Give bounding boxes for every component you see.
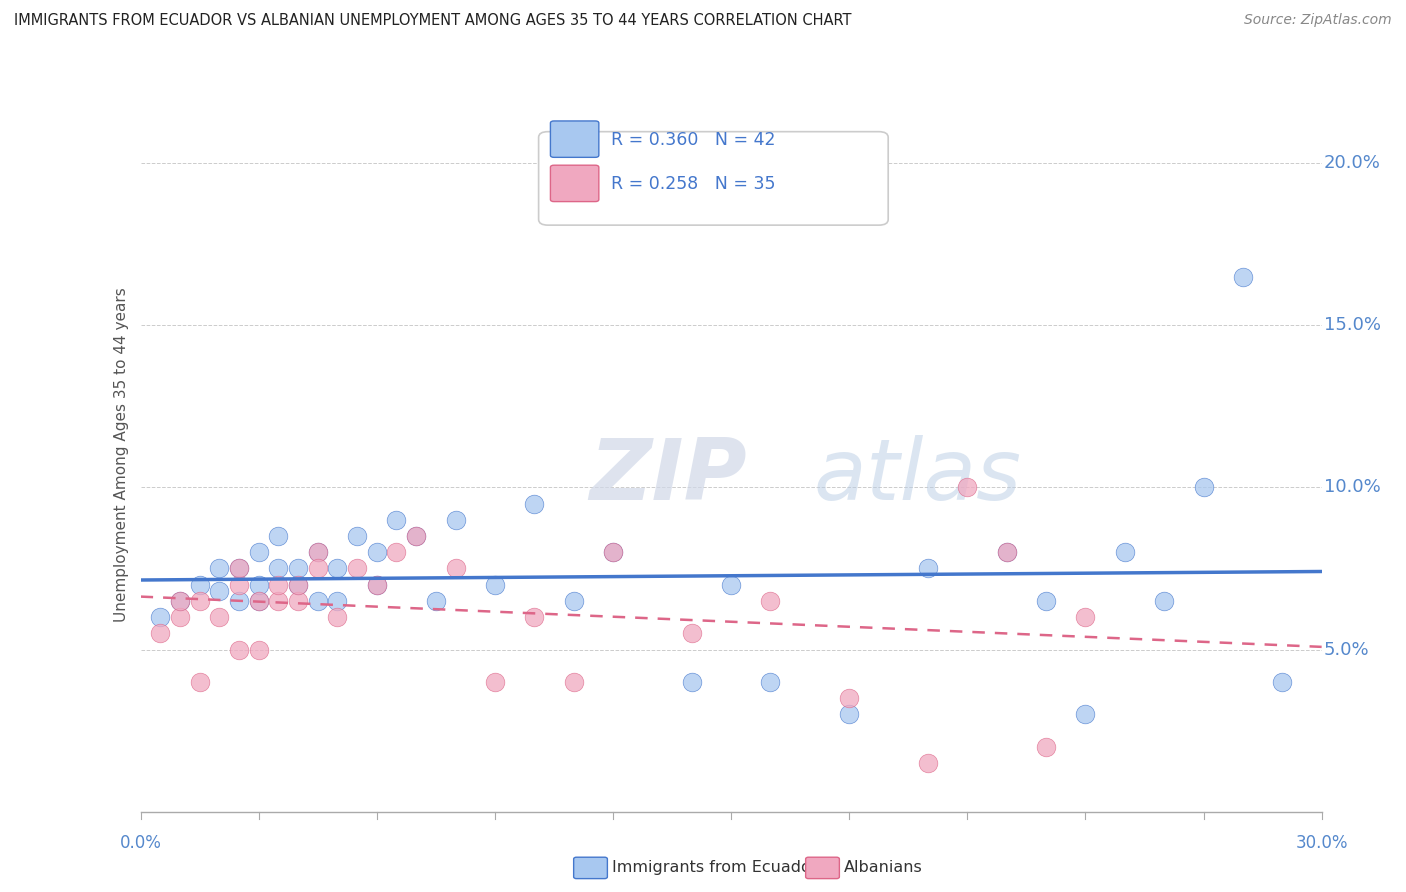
Point — [208, 610, 231, 624]
Point — [208, 584, 231, 599]
Text: ZIP: ZIP — [589, 434, 747, 518]
Point — [188, 594, 211, 608]
Point — [267, 594, 290, 608]
Text: 10.0%: 10.0% — [1324, 478, 1381, 496]
Point — [385, 545, 408, 559]
Point — [307, 561, 329, 575]
Text: 30.0%: 30.0% — [1295, 834, 1348, 852]
Point — [346, 529, 368, 543]
Point — [188, 675, 211, 690]
Point — [681, 675, 703, 690]
Point — [287, 594, 309, 608]
Point — [326, 610, 349, 624]
Point — [1074, 610, 1097, 624]
Text: 5.0%: 5.0% — [1324, 640, 1369, 658]
Point — [267, 561, 290, 575]
Point — [602, 545, 624, 559]
Point — [247, 545, 270, 559]
Point — [346, 561, 368, 575]
Text: Albanians: Albanians — [844, 861, 922, 875]
Point — [1074, 707, 1097, 722]
Point — [366, 577, 388, 591]
Text: atlas: atlas — [814, 434, 1022, 518]
Point — [523, 497, 546, 511]
Point — [1232, 269, 1254, 284]
Point — [247, 594, 270, 608]
Point — [1114, 545, 1136, 559]
Point — [444, 561, 467, 575]
Text: 15.0%: 15.0% — [1324, 316, 1381, 334]
Point — [228, 642, 250, 657]
Point — [917, 756, 939, 770]
Point — [523, 610, 546, 624]
Point — [326, 561, 349, 575]
Text: 20.0%: 20.0% — [1324, 154, 1381, 172]
Point — [484, 675, 506, 690]
Y-axis label: Unemployment Among Ages 35 to 44 years: Unemployment Among Ages 35 to 44 years — [114, 287, 129, 623]
Point — [228, 561, 250, 575]
Point — [188, 577, 211, 591]
Point — [307, 545, 329, 559]
Text: 0.0%: 0.0% — [120, 834, 162, 852]
Text: Immigrants from Ecuador: Immigrants from Ecuador — [612, 861, 817, 875]
Point — [405, 529, 427, 543]
Point — [1192, 480, 1215, 494]
Point — [287, 577, 309, 591]
Point — [562, 675, 585, 690]
Point — [247, 642, 270, 657]
Point — [720, 577, 742, 591]
FancyBboxPatch shape — [538, 132, 889, 225]
Text: R = 0.258   N = 35: R = 0.258 N = 35 — [610, 175, 775, 193]
Point — [149, 610, 172, 624]
Point — [1153, 594, 1175, 608]
Point — [602, 545, 624, 559]
Point — [995, 545, 1018, 559]
Point — [681, 626, 703, 640]
Point — [759, 675, 782, 690]
Point — [562, 594, 585, 608]
Point — [366, 577, 388, 591]
Point — [287, 561, 309, 575]
Point — [838, 707, 860, 722]
Text: IMMIGRANTS FROM ECUADOR VS ALBANIAN UNEMPLOYMENT AMONG AGES 35 TO 44 YEARS CORRE: IMMIGRANTS FROM ECUADOR VS ALBANIAN UNEM… — [14, 13, 852, 29]
Point — [307, 545, 329, 559]
Point — [956, 480, 979, 494]
Point — [1035, 739, 1057, 754]
Point — [425, 594, 447, 608]
Point — [759, 594, 782, 608]
Text: Source: ZipAtlas.com: Source: ZipAtlas.com — [1244, 13, 1392, 28]
FancyBboxPatch shape — [550, 165, 599, 202]
Point — [1271, 675, 1294, 690]
Point — [247, 577, 270, 591]
Point — [247, 594, 270, 608]
Point — [287, 577, 309, 591]
Point — [228, 577, 250, 591]
Point — [307, 594, 329, 608]
Point — [169, 594, 191, 608]
Point — [169, 610, 191, 624]
Point — [169, 594, 191, 608]
FancyBboxPatch shape — [550, 121, 599, 157]
Point — [484, 577, 506, 591]
Point — [385, 513, 408, 527]
Point — [838, 691, 860, 706]
Point — [149, 626, 172, 640]
Point — [267, 529, 290, 543]
Point — [208, 561, 231, 575]
Point — [326, 594, 349, 608]
Point — [267, 577, 290, 591]
Point — [228, 594, 250, 608]
Text: R = 0.360   N = 42: R = 0.360 N = 42 — [610, 130, 775, 148]
Point — [366, 545, 388, 559]
Point — [1035, 594, 1057, 608]
Point — [228, 561, 250, 575]
Point — [917, 561, 939, 575]
Point — [444, 513, 467, 527]
Point — [995, 545, 1018, 559]
Point — [405, 529, 427, 543]
